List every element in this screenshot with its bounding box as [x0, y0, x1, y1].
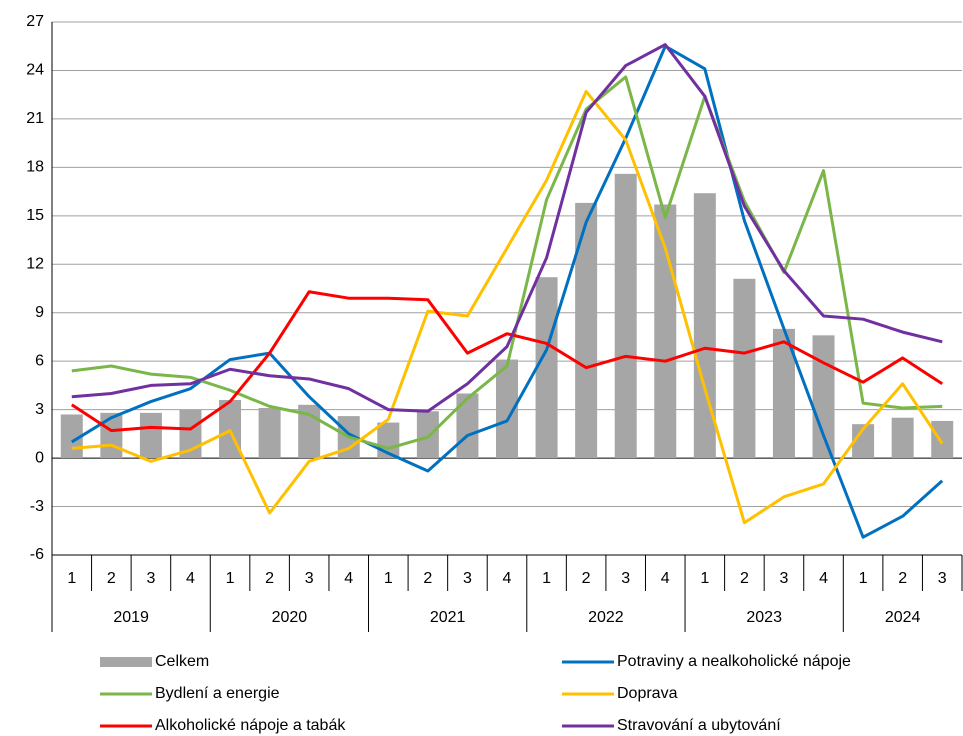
line: [70, 44, 944, 539]
bar: [733, 278, 756, 459]
x-tick-label: 4: [344, 570, 353, 587]
x-tick-label: 4: [661, 570, 670, 587]
bar: [654, 204, 677, 459]
x-tick-label: 4: [819, 570, 828, 587]
x-tick-label: 3: [938, 570, 947, 587]
y-tick-label: 27: [26, 13, 44, 30]
y-tick-label: -3: [30, 498, 44, 515]
x-tick-label: 2: [265, 570, 274, 587]
bar: [931, 420, 954, 459]
bar: [852, 424, 875, 459]
year-label: 2024: [885, 609, 921, 626]
bar: [693, 193, 716, 459]
line: [71, 89, 944, 525]
x-tick-label: 3: [305, 570, 314, 587]
bar: [456, 393, 479, 459]
legend-label: Doprava: [617, 685, 678, 702]
x-tick-label: 2: [107, 570, 116, 587]
x-tick-label: 3: [621, 570, 630, 587]
year-label: 2019: [113, 609, 149, 626]
x-tick-label: 3: [463, 570, 472, 587]
bar: [772, 328, 795, 459]
x-tick-label: 4: [186, 570, 195, 587]
x-tick-label: 2: [423, 570, 432, 587]
y-tick-label: 24: [26, 62, 44, 79]
bar: [258, 408, 281, 459]
y-tick-label: 6: [35, 352, 44, 369]
legend-label: Bydlení a energie: [155, 685, 280, 702]
legend-label: Stravování a ubytování: [617, 717, 781, 734]
legend-swatch: [100, 657, 152, 667]
x-tick-label: 2: [740, 570, 749, 587]
x-tick-label: 2: [898, 570, 907, 587]
year-label: 2022: [588, 609, 624, 626]
y-tick-label: -6: [30, 546, 44, 563]
x-tick-label: 3: [146, 570, 155, 587]
y-tick-label: 15: [26, 207, 44, 224]
line: [71, 75, 943, 450]
year-label: 2023: [746, 609, 782, 626]
bar: [891, 417, 914, 459]
x-tick-label: 1: [859, 570, 868, 587]
x-tick-label: 1: [384, 570, 393, 587]
bar: [496, 359, 518, 459]
x-tick-label: 2: [582, 570, 591, 587]
bar: [812, 335, 835, 459]
bar: [535, 277, 558, 459]
x-tick-label: 1: [67, 570, 76, 587]
year-label: 2020: [272, 609, 308, 626]
legend-label: Alkoholické nápoje a tabák: [155, 717, 346, 734]
x-tick-label: 1: [542, 570, 551, 587]
line: [70, 290, 944, 433]
y-tick-label: 21: [26, 110, 44, 127]
y-tick-label: 12: [26, 255, 44, 272]
bar: [575, 202, 598, 459]
bar: [100, 412, 123, 459]
x-tick-label: 1: [700, 570, 709, 587]
y-tick-label: 18: [26, 159, 44, 176]
line: [71, 43, 943, 413]
x-tick-label: 3: [780, 570, 789, 587]
year-label: 2021: [430, 609, 466, 626]
legend-label: Potraviny a nealkoholické nápoje: [617, 653, 851, 670]
y-tick-label: 3: [35, 401, 44, 418]
x-tick-label: 4: [503, 570, 512, 587]
y-tick-label: 0: [35, 449, 44, 466]
x-tick-label: 1: [226, 570, 235, 587]
legend-label: Celkem: [155, 653, 209, 670]
y-tick-label: 9: [35, 304, 44, 321]
bar: [139, 412, 162, 459]
bar: [416, 411, 439, 459]
bar: [614, 173, 637, 459]
